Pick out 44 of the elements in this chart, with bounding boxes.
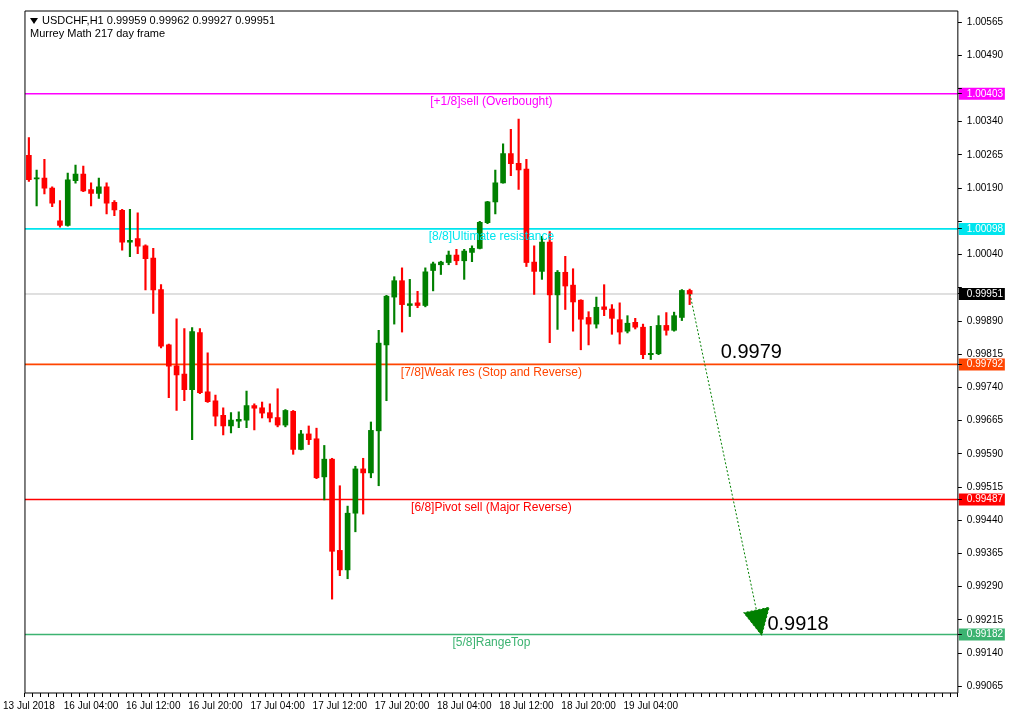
x-tick-label: 16 Jul 20:00 (188, 699, 244, 711)
y-tick-label: 0.99487 (966, 493, 1004, 505)
ref-line-label: [+1/8]sell (Overbought) (430, 94, 553, 109)
x-tick-label: 16 Jul 12:00 (126, 699, 181, 711)
ref-line-label: [7/8]Weak res (Stop and Reverse) (400, 364, 583, 379)
chart-title: USDCHF,H1 0.99959 0.99962 0.99927 0.99951 (42, 14, 276, 27)
y-tick-label: 0.99665 (966, 414, 1004, 426)
y-tick-label: 1.00490 (966, 49, 1004, 61)
x-tick-label: 19 Jul 04:00 (623, 699, 679, 711)
y-tick-label: 1.00190 (966, 181, 1004, 193)
y-tick-label: 1.00565 (966, 15, 1004, 27)
x-tick-label: 18 Jul 20:00 (561, 699, 617, 711)
x-tick-label: 18 Jul 04:00 (436, 699, 492, 711)
y-tick-label: 0.99792 (966, 358, 1004, 370)
y-tick-label: 0.99590 (966, 447, 1004, 459)
y-tick-label: 0.99290 (966, 580, 1004, 592)
x-tick-label: 13 Jul 2018 (3, 699, 56, 711)
candlestick (142, 244, 149, 291)
ref-line-label: [5/8]RangeTop (452, 634, 531, 649)
y-tick-label: 0.99065 (966, 680, 1004, 692)
y-tick-label: 0.99815 (966, 347, 1004, 359)
text: Murrey Math 217 day frame (30, 27, 167, 40)
y-tick-label: 0.99951 (966, 287, 1004, 299)
y-tick-label: 0.99440 (966, 514, 1004, 526)
y-tick-label: 0.99890 (966, 314, 1004, 326)
y-tick-label: 0.99140 (966, 646, 1004, 658)
y-tick-label: 0.99365 (966, 547, 1004, 559)
y-tick-label: 1.00340 (966, 115, 1004, 127)
ref-line-label: [6/8]Pivot sell (Major Reverse) (411, 499, 572, 514)
x-tick-label: 17 Jul 04:00 (250, 699, 306, 711)
y-tick-label: 1.00265 (966, 148, 1004, 160)
y-tick-label: 1.00040 (966, 248, 1004, 260)
x-tick-label: 17 Jul 12:00 (312, 699, 368, 711)
x-tick-label: 18 Jul 12:00 (499, 699, 555, 711)
y-tick-label: 0.99182 (966, 628, 1004, 640)
annotation: 0.9918 (767, 611, 829, 634)
x-tick-label: 17 Jul 20:00 (374, 699, 430, 711)
y-tick-label: 0.99740 (966, 381, 1004, 393)
x-tick-label: 16 Jul 04:00 (63, 699, 119, 711)
y-tick-label: 0.99515 (966, 480, 1004, 492)
y-tick-label: 1.00098 (966, 222, 1004, 234)
annotation: 0.9979 (720, 339, 782, 362)
y-tick-label: 1.00403 (966, 87, 1004, 99)
y-tick-label: 0.99215 (966, 613, 1004, 625)
